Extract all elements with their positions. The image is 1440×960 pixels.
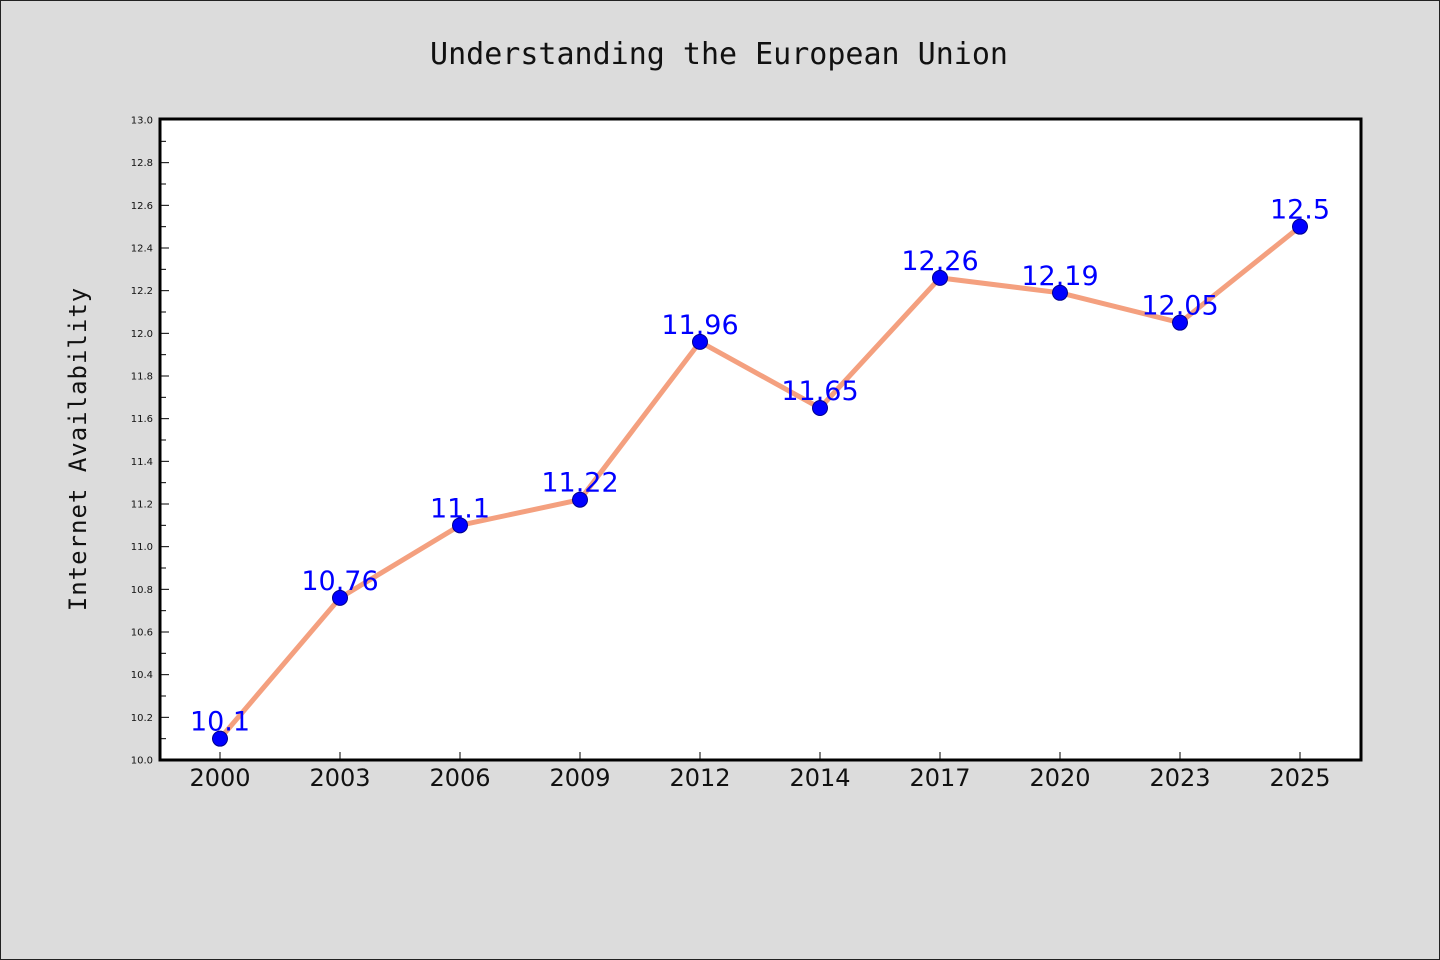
x-tick-label: 2012 (669, 764, 730, 792)
y-axis: 10.0 10.2 10.4 10.6 10.8 11.0 11.2 11.4 11.6 11.8… (131, 116, 169, 767)
y-tick-label: 11.2 (131, 500, 153, 511)
x-tick-label: 2017 (909, 764, 970, 792)
data-label: 12.26 (901, 246, 978, 277)
data-point (1172, 314, 1188, 331)
y-tick-label: 10.8 (131, 585, 153, 596)
data-label: 10.76 (301, 566, 378, 597)
x-tick-label: 2009 (549, 764, 610, 792)
x-tick-label: 2025 (1269, 764, 1330, 792)
data-label: 11.1 (430, 493, 490, 524)
x-tick-label: 2003 (309, 764, 370, 792)
y-tick-label: 10.6 (131, 628, 153, 639)
data-point (932, 269, 948, 286)
data-label: 12.05 (1141, 291, 1218, 322)
data-label: 11.96 (661, 310, 738, 341)
data-point (812, 400, 828, 416)
y-tick-label: 10.0 (131, 756, 153, 767)
y-tick-label: 11.8 (131, 372, 153, 383)
x-tick-label: 2023 (1149, 764, 1210, 792)
data-point (692, 333, 708, 350)
y-tick-label: 11.4 (131, 457, 153, 468)
data-label: 11.65 (781, 376, 858, 407)
y-tick-label: 11.0 (131, 542, 153, 553)
x-tick-label: 2000 (189, 764, 250, 792)
data-label: 11.22 (541, 468, 618, 499)
y-tick-label: 11.6 (131, 414, 153, 425)
x-tick-label: 2020 (1029, 764, 1090, 792)
data-point (332, 589, 348, 606)
data-label: 12.5 (1270, 195, 1330, 226)
plot-area (158, 117, 1363, 762)
y-tick-label: 12.6 (131, 201, 153, 212)
data-point (452, 517, 468, 534)
x-axis: 2000 2003 2006 2009 2012 2014 2017 2020 2023 2025 (189, 752, 1331, 792)
y-tick-label: 12.8 (131, 158, 153, 169)
x-tick-label: 2014 (789, 764, 850, 792)
data-point (1292, 218, 1308, 235)
data-point (572, 491, 588, 508)
y-tick-label: 12.0 (131, 329, 153, 340)
y-tick-label: 10.4 (131, 670, 153, 681)
chart-title: Understanding the European Union (430, 37, 1008, 72)
series-line (218, 224, 1302, 741)
data-point (212, 730, 228, 747)
y-tick-label: 12.4 (131, 244, 153, 255)
data-point (1052, 284, 1068, 301)
x-tick-label: 2006 (429, 764, 490, 792)
y-tick-label: 12.2 (131, 286, 153, 297)
y-axis-label: Internet Availability (64, 287, 92, 611)
data-label: 10.1 (190, 707, 250, 738)
data-label: 12.19 (1021, 261, 1098, 292)
y-tick-label: 13.0 (131, 116, 153, 127)
y-tick-label: 10.2 (131, 713, 153, 724)
data-labels: 10.1 10.76 11.1 11.22 11.96 11.65 12.26 12.19 12… (190, 195, 1330, 738)
series-group (212, 218, 1308, 747)
